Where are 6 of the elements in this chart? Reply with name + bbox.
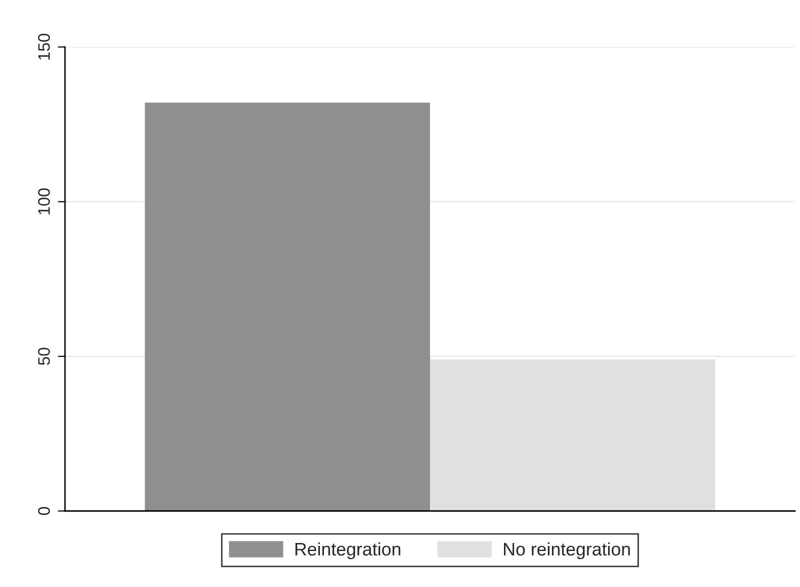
y-tick-label: 100 (38, 188, 50, 214)
y-tick-label: 50 (38, 348, 50, 365)
y-tick-label: 0 (38, 507, 50, 515)
legend-label: Reintegration (296, 542, 400, 560)
y-tick-label: 150 (38, 34, 50, 60)
legend-label: No reintegration (504, 542, 630, 560)
